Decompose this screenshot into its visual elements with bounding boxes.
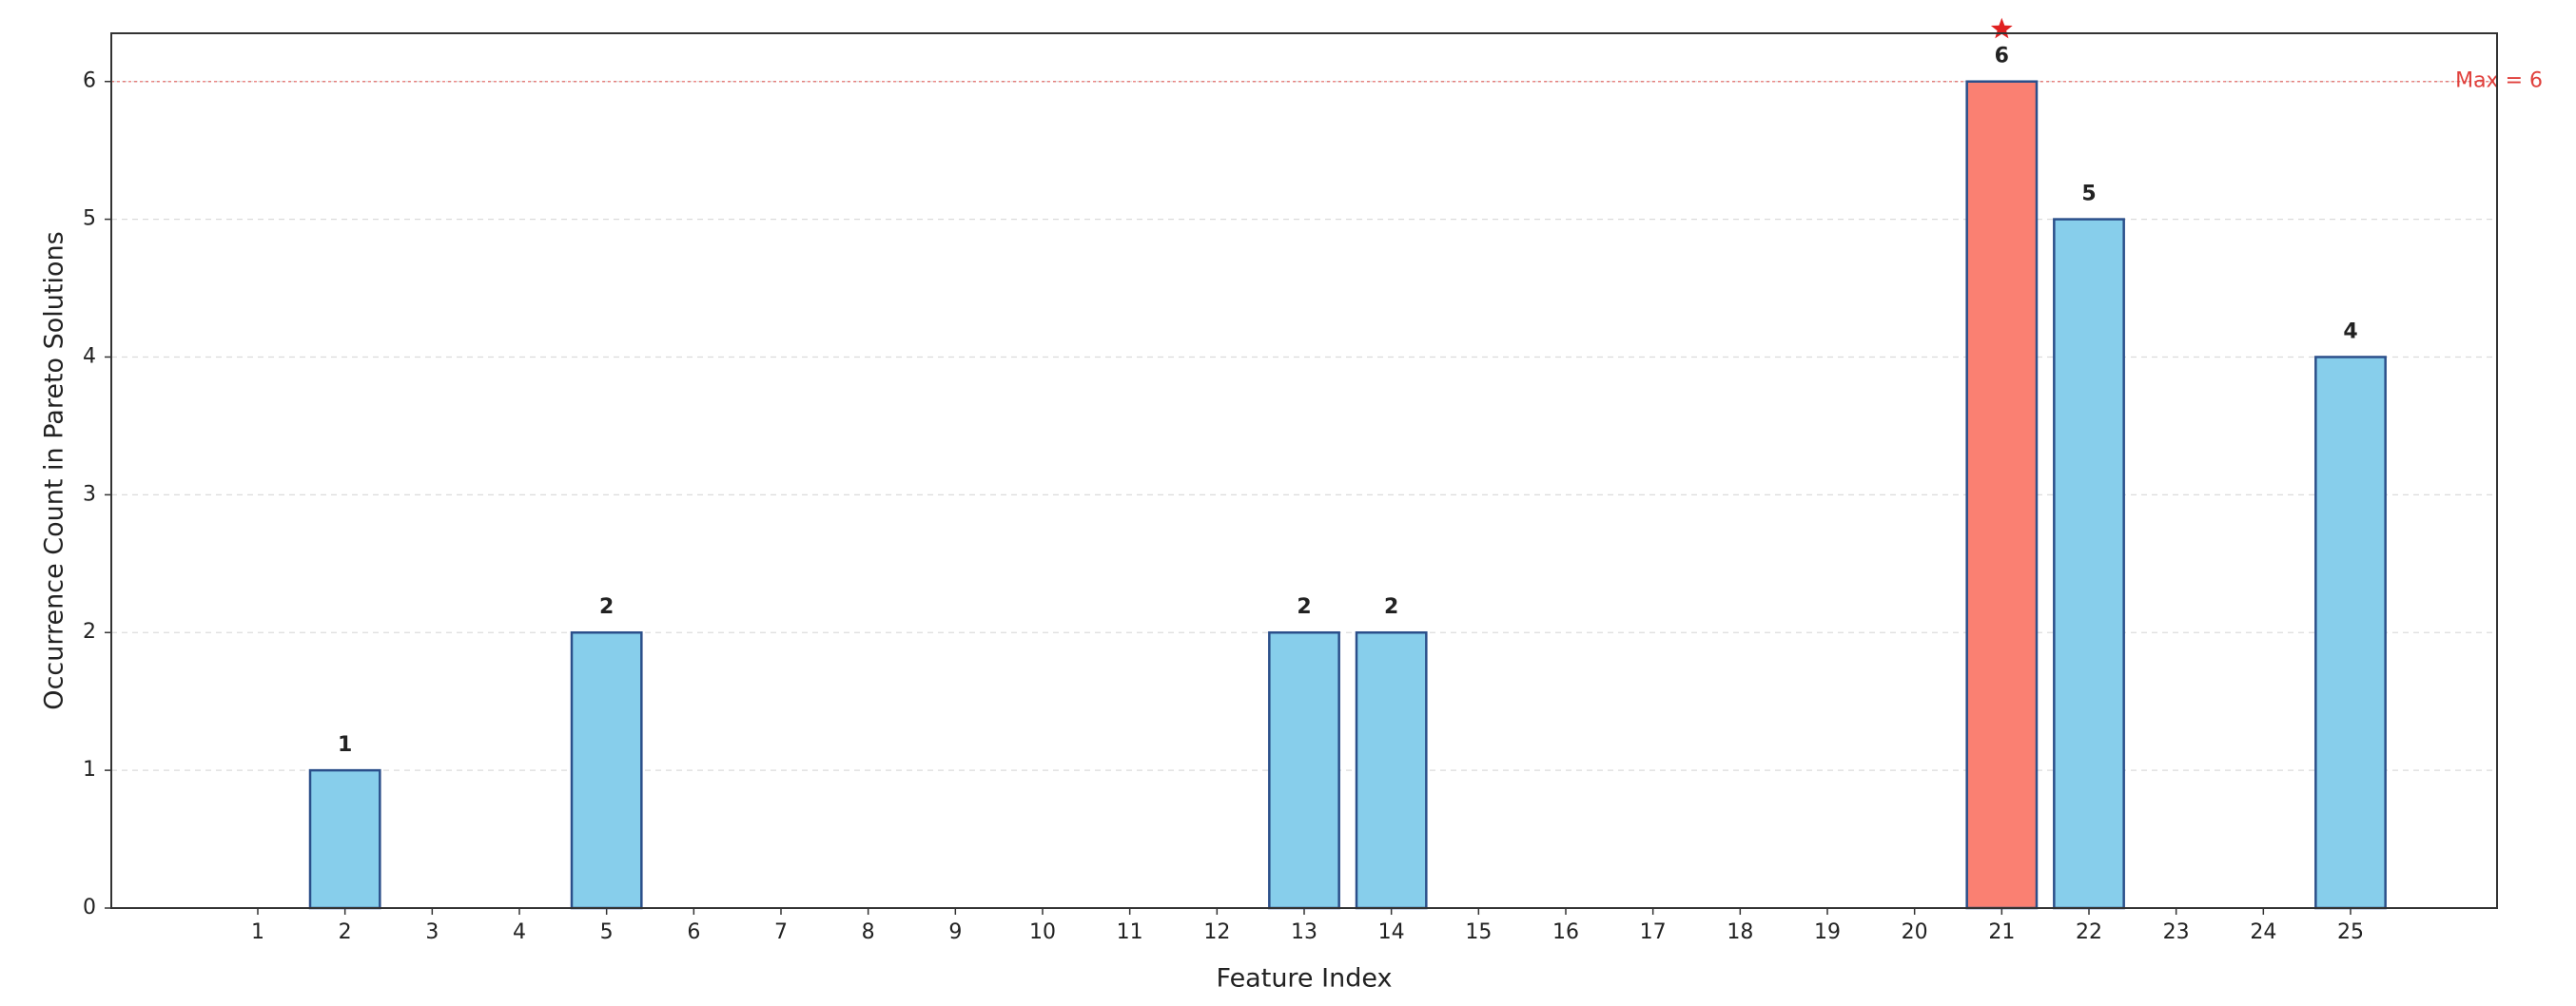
x-tick-label: 25 xyxy=(2337,920,2364,944)
x-tick-label: 7 xyxy=(774,920,788,944)
bar xyxy=(2314,356,2387,910)
y-tick-label: 3 xyxy=(83,482,96,506)
max-star xyxy=(1990,17,2013,39)
x-tick-label: 5 xyxy=(600,920,614,944)
value-label: 4 xyxy=(2343,319,2357,343)
x-tick-label: 24 xyxy=(2250,920,2276,944)
y-axis-title: Occurrence Count in Pareto Solutions xyxy=(40,231,69,709)
y-tick-label: 5 xyxy=(83,207,96,231)
x-tick-label: 9 xyxy=(948,920,962,944)
x-tick-label: 21 xyxy=(1988,920,2015,944)
x-tick-label: 1 xyxy=(251,920,264,944)
x-axis-title: Feature Index xyxy=(1217,964,1393,994)
x-tick-label: 14 xyxy=(1378,920,1405,944)
x-tick-label: 3 xyxy=(425,920,439,944)
x-tick-label: 8 xyxy=(862,920,875,944)
x-tick-label: 22 xyxy=(2076,920,2102,944)
plot-frame xyxy=(110,32,2498,909)
x-tick-label: 6 xyxy=(687,920,700,944)
bar xyxy=(308,768,381,910)
x-tick-label: 12 xyxy=(1203,920,1230,944)
reference-label: Max = 6 xyxy=(2455,69,2543,93)
x-tick-label: 2 xyxy=(339,920,352,944)
value-label: 2 xyxy=(1384,595,1398,619)
value-label: 2 xyxy=(1297,595,1311,619)
x-tick-label: 23 xyxy=(2163,920,2190,944)
x-tick-label: 13 xyxy=(1291,920,1317,944)
value-label: 1 xyxy=(338,733,352,757)
value-label: 5 xyxy=(2081,183,2096,206)
y-tick-label: 6 xyxy=(83,69,96,93)
x-tick-label: 18 xyxy=(1727,920,1753,944)
bar xyxy=(570,630,643,910)
y-tick-label: 2 xyxy=(83,620,96,644)
bar xyxy=(1965,80,2039,910)
bar xyxy=(2053,218,2125,910)
bar xyxy=(1355,630,1428,910)
x-tick-label: 15 xyxy=(1465,920,1492,944)
y-tick-label: 0 xyxy=(83,896,96,919)
x-tick-label: 17 xyxy=(1640,920,1667,944)
x-tick-label: 16 xyxy=(1552,920,1579,944)
x-tick-label: 4 xyxy=(513,920,526,944)
y-tick-label: 4 xyxy=(83,344,96,368)
value-label: 6 xyxy=(1995,45,2009,68)
value-label: 2 xyxy=(599,595,614,619)
x-tick-label: 10 xyxy=(1029,920,1056,944)
x-tick-label: 19 xyxy=(1814,920,1841,944)
bar xyxy=(1268,630,1340,910)
x-tick-label: 20 xyxy=(1902,920,1928,944)
y-tick-label: 1 xyxy=(83,758,96,782)
x-tick-label: 11 xyxy=(1117,920,1143,944)
